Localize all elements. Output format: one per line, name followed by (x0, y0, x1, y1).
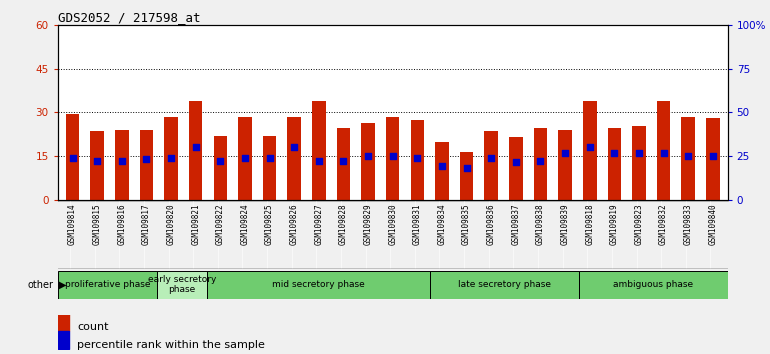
Point (510, 159, 522, 165)
Bar (361, 122, 375, 200)
Point (460, 165, 473, 171)
Bar (681, 117, 695, 200)
Text: ▶: ▶ (59, 280, 67, 290)
Text: GSM109816: GSM109816 (117, 204, 126, 245)
Text: GSM109819: GSM109819 (610, 204, 619, 245)
Text: GSM109820: GSM109820 (166, 204, 176, 245)
Bar (238, 117, 252, 200)
Point (682, 153, 695, 159)
Text: GSM109840: GSM109840 (708, 204, 718, 245)
Text: GSM109823: GSM109823 (634, 204, 644, 245)
Point (239, 155, 251, 160)
Bar (115, 130, 129, 200)
Bar (386, 117, 400, 200)
Text: GSM109835: GSM109835 (462, 204, 471, 245)
Text: late secretory phase: late secretory phase (458, 280, 551, 289)
Bar (287, 117, 301, 200)
Text: GSM109832: GSM109832 (659, 204, 668, 245)
Text: proliferative phase: proliferative phase (65, 280, 150, 289)
Point (362, 153, 374, 159)
Text: GSM109822: GSM109822 (216, 204, 225, 245)
Bar (164, 117, 178, 200)
Bar (65, 114, 79, 200)
Text: GSM109829: GSM109829 (363, 204, 373, 245)
Point (608, 150, 621, 156)
Text: GSM109828: GSM109828 (339, 204, 348, 245)
Point (263, 155, 276, 160)
Point (559, 150, 571, 156)
Text: GSM109815: GSM109815 (92, 204, 102, 245)
Point (534, 158, 547, 164)
Bar (139, 130, 153, 200)
Text: GSM109834: GSM109834 (437, 204, 447, 245)
Point (165, 155, 177, 160)
Text: GSM109831: GSM109831 (413, 204, 422, 245)
Point (313, 158, 325, 164)
Bar (263, 136, 276, 200)
Point (485, 155, 497, 160)
Point (66, 155, 79, 160)
Bar (579, 271, 728, 298)
Point (91, 158, 103, 164)
Point (214, 158, 226, 164)
Bar (58, 313, 69, 331)
Point (140, 156, 152, 162)
Point (189, 144, 202, 150)
Bar (410, 120, 424, 200)
Point (436, 164, 448, 169)
Point (337, 158, 350, 164)
Bar (90, 131, 104, 200)
Text: count: count (77, 322, 109, 332)
Text: GSM109824: GSM109824 (240, 204, 249, 245)
Text: GDS2052 / 217598_at: GDS2052 / 217598_at (58, 11, 200, 24)
Bar (213, 136, 227, 200)
Text: GSM109821: GSM109821 (191, 204, 200, 245)
Text: GSM109838: GSM109838 (536, 204, 545, 245)
Text: GSM109827: GSM109827 (314, 204, 323, 245)
Point (116, 158, 128, 164)
Text: GSM109836: GSM109836 (487, 204, 496, 245)
Bar (484, 131, 498, 200)
Point (658, 150, 670, 156)
Bar (58, 271, 157, 298)
Text: GSM109837: GSM109837 (511, 204, 521, 245)
Bar (312, 101, 326, 200)
Text: percentile rank within the sample: percentile rank within the sample (77, 340, 265, 350)
Bar (657, 101, 671, 200)
Text: GSM109817: GSM109817 (142, 204, 151, 245)
Text: GSM109830: GSM109830 (388, 204, 397, 245)
Bar (608, 129, 621, 200)
Bar (632, 126, 646, 200)
Point (584, 144, 596, 150)
Text: GSM109818: GSM109818 (585, 204, 594, 245)
Text: mid secretory phase: mid secretory phase (272, 280, 365, 289)
Bar (583, 101, 597, 200)
Point (411, 155, 424, 160)
Point (387, 153, 399, 159)
Bar (189, 101, 203, 200)
Bar (430, 271, 579, 298)
Bar (435, 142, 449, 200)
Bar (558, 130, 572, 200)
Text: other: other (28, 280, 54, 290)
Text: early secretory
phase: early secretory phase (148, 275, 216, 294)
Text: ambiguous phase: ambiguous phase (613, 280, 693, 289)
Point (288, 144, 300, 150)
Point (707, 153, 719, 159)
Text: GSM109825: GSM109825 (265, 204, 274, 245)
Text: GSM109826: GSM109826 (290, 204, 299, 245)
Bar (534, 129, 547, 200)
Text: GSM109814: GSM109814 (68, 204, 77, 245)
Point (633, 150, 645, 156)
Bar (706, 118, 720, 200)
Bar (206, 271, 430, 298)
Bar (157, 271, 206, 298)
Text: GSM109839: GSM109839 (561, 204, 570, 245)
Bar (460, 152, 474, 200)
Bar (58, 331, 69, 349)
Bar (336, 129, 350, 200)
Text: GSM109833: GSM109833 (684, 204, 693, 245)
Bar (509, 137, 523, 200)
